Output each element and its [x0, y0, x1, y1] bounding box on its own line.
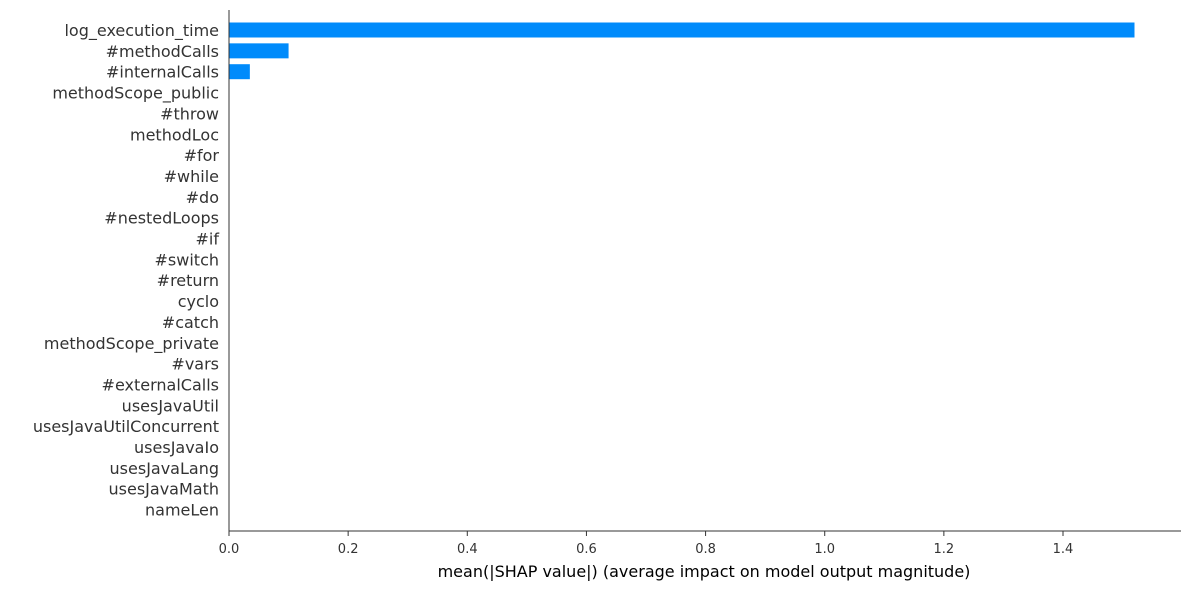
category-label-10: #if: [196, 230, 220, 249]
category-label-6: #for: [184, 146, 220, 165]
x-tick-label-6: 1.2: [934, 542, 955, 557]
category-label-21: usesJavaLang: [110, 459, 219, 478]
x-tick-label-5: 1.0: [814, 542, 835, 557]
x-axis-ticks: 0.0 0.2 0.4 0.6 0.8 1.0 1.2 1.4: [219, 531, 1074, 557]
category-label-15: methodScope_private: [44, 334, 219, 354]
bar-0: [229, 22, 1135, 38]
bar-1: [229, 43, 289, 59]
category-labels: log_execution_time#methodCalls #internalC…: [33, 21, 220, 520]
category-label-16: #vars: [171, 355, 219, 374]
category-label-12: #return: [157, 271, 219, 290]
category-label-19: usesJavaUtilConcurrent: [33, 417, 219, 436]
category-label-3: methodScope_public: [52, 84, 219, 104]
x-tick-label-3: 0.6: [576, 542, 597, 557]
category-label-1: #methodCalls: [106, 42, 219, 61]
bar-2: [229, 64, 250, 80]
category-label-14: #catch: [162, 313, 219, 332]
x-tick-label-0: 0.0: [219, 542, 240, 557]
category-label-9: #nestedLoops: [104, 209, 219, 228]
category-label-5: methodLoc: [130, 125, 219, 144]
x-tick-label-4: 0.8: [695, 542, 716, 557]
category-label-22: usesJavaMath: [109, 480, 219, 499]
x-tick-label-7: 1.4: [1053, 542, 1074, 557]
bars-layer: [229, 22, 1135, 80]
category-label-8: #do: [186, 188, 219, 207]
category-label-0: log_execution_time: [64, 21, 219, 41]
category-label-4: #throw: [160, 104, 219, 123]
category-label-17: #externalCalls: [102, 375, 219, 394]
x-tick-label-1: 0.2: [338, 542, 359, 557]
category-label-7: #while: [164, 167, 219, 186]
category-label-18: usesJavaUtil: [122, 396, 219, 415]
category-label-23: nameLen: [145, 501, 219, 520]
x-axis-title: mean(|SHAP value|) (average impact on mo…: [438, 562, 971, 581]
x-tick-label-2: 0.4: [457, 542, 478, 557]
category-label-11: #switch: [155, 250, 219, 269]
category-label-2: #internalCalls: [106, 63, 219, 82]
category-label-13: cyclo: [178, 292, 219, 311]
category-label-20: usesJavaIo: [134, 438, 219, 457]
